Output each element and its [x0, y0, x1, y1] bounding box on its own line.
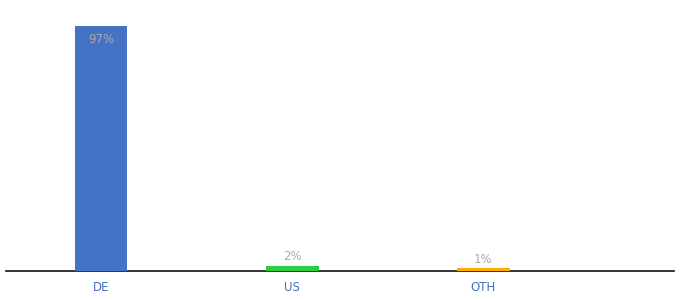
Text: 97%: 97% — [88, 33, 114, 46]
Text: 1%: 1% — [474, 253, 492, 266]
Bar — [457, 268, 509, 271]
Bar — [75, 26, 127, 271]
Text: 2%: 2% — [283, 250, 301, 263]
Bar — [266, 266, 318, 271]
